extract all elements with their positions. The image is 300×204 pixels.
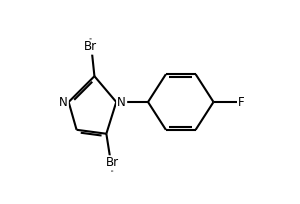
Text: F: F bbox=[238, 95, 245, 109]
Text: N: N bbox=[59, 95, 68, 109]
Text: Br: Br bbox=[84, 40, 97, 53]
Text: Br: Br bbox=[106, 156, 119, 170]
Text: N: N bbox=[117, 95, 126, 109]
